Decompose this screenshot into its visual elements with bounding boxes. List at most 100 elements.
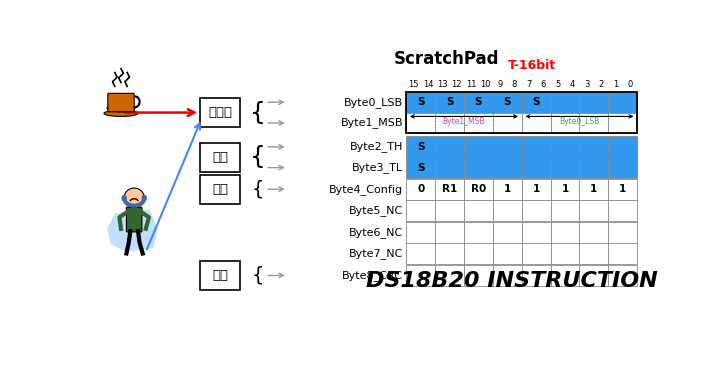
Text: DS18B20 INSTRUCTION: DS18B20 INSTRUCTION: [366, 271, 658, 291]
Bar: [435, 92, 464, 113]
Bar: [608, 200, 637, 221]
Bar: [406, 92, 637, 133]
Bar: [492, 137, 522, 157]
Text: 1: 1: [590, 184, 598, 194]
Text: Byte3_TL: Byte3_TL: [352, 162, 403, 173]
Bar: [492, 222, 522, 243]
Bar: [435, 157, 464, 178]
Text: 4: 4: [570, 80, 575, 88]
Text: Byte6_NC: Byte6_NC: [349, 227, 403, 238]
Text: T-16bit: T-16bit: [508, 59, 556, 72]
Text: 1: 1: [562, 184, 569, 194]
Bar: [580, 179, 608, 200]
Bar: [608, 137, 637, 157]
FancyBboxPatch shape: [127, 207, 142, 232]
Bar: [522, 265, 551, 286]
Bar: [551, 92, 580, 113]
Bar: [551, 157, 580, 178]
Bar: [522, 243, 551, 264]
Text: R0: R0: [471, 184, 486, 194]
Bar: [580, 222, 608, 243]
Text: 2: 2: [598, 80, 603, 88]
Bar: [406, 113, 435, 133]
Bar: [464, 222, 492, 243]
Text: 3: 3: [584, 80, 589, 88]
Text: 6: 6: [541, 80, 546, 88]
Bar: [464, 265, 492, 286]
Text: 15: 15: [408, 80, 418, 88]
Bar: [435, 222, 464, 243]
Text: 1: 1: [613, 80, 618, 88]
Bar: [608, 113, 637, 133]
Bar: [435, 243, 464, 264]
Bar: [435, 265, 464, 286]
Circle shape: [124, 188, 144, 208]
Text: 9: 9: [498, 80, 503, 88]
Bar: [580, 92, 608, 113]
Text: 精度: 精度: [212, 183, 228, 196]
Bar: [522, 137, 551, 157]
Text: 7: 7: [526, 80, 531, 88]
Bar: [492, 113, 522, 133]
Bar: [580, 113, 608, 133]
Text: Byte8_CRC: Byte8_CRC: [342, 270, 403, 281]
Text: S: S: [446, 97, 454, 107]
Text: {: {: [249, 101, 266, 124]
Text: 5: 5: [555, 80, 560, 88]
Bar: [492, 265, 522, 286]
Text: 14: 14: [423, 80, 433, 88]
Bar: [580, 137, 608, 157]
Bar: [580, 200, 608, 221]
Bar: [551, 243, 580, 264]
Text: 报警: 报警: [212, 151, 228, 164]
Text: S: S: [532, 97, 540, 107]
Bar: [435, 137, 464, 157]
Text: 11: 11: [466, 80, 477, 88]
Bar: [551, 179, 580, 200]
Bar: [580, 243, 608, 264]
Bar: [464, 113, 492, 133]
Ellipse shape: [104, 110, 138, 116]
Bar: [492, 243, 522, 264]
Bar: [406, 137, 435, 157]
Text: S: S: [503, 97, 511, 107]
Bar: [551, 265, 580, 286]
Polygon shape: [107, 210, 158, 252]
Text: 0: 0: [627, 80, 633, 88]
Bar: [464, 92, 492, 113]
Text: Byte0_LSB: Byte0_LSB: [559, 117, 600, 126]
Bar: [200, 98, 240, 127]
Text: 10: 10: [480, 80, 491, 88]
Text: Byte0_LSB: Byte0_LSB: [344, 97, 403, 108]
Bar: [464, 200, 492, 221]
Bar: [551, 137, 580, 157]
Bar: [551, 222, 580, 243]
FancyBboxPatch shape: [108, 93, 134, 112]
Bar: [406, 200, 435, 221]
Bar: [608, 243, 637, 264]
Bar: [464, 157, 492, 178]
Text: 0: 0: [417, 184, 424, 194]
Bar: [522, 179, 551, 200]
Bar: [200, 143, 240, 172]
Bar: [551, 200, 580, 221]
Bar: [435, 179, 464, 200]
Text: {: {: [251, 266, 264, 285]
Ellipse shape: [107, 104, 135, 112]
Bar: [435, 113, 464, 133]
Bar: [608, 179, 637, 200]
Text: R1: R1: [442, 184, 457, 194]
Bar: [492, 157, 522, 178]
Bar: [464, 137, 492, 157]
Text: 8: 8: [512, 80, 517, 88]
Bar: [522, 157, 551, 178]
Bar: [406, 92, 435, 113]
Bar: [608, 92, 637, 113]
Text: S: S: [417, 163, 424, 172]
Bar: [551, 113, 580, 133]
Text: 传感器: 传感器: [208, 106, 232, 119]
Bar: [522, 200, 551, 221]
Bar: [406, 179, 435, 200]
Bar: [608, 157, 637, 178]
Bar: [406, 265, 435, 286]
